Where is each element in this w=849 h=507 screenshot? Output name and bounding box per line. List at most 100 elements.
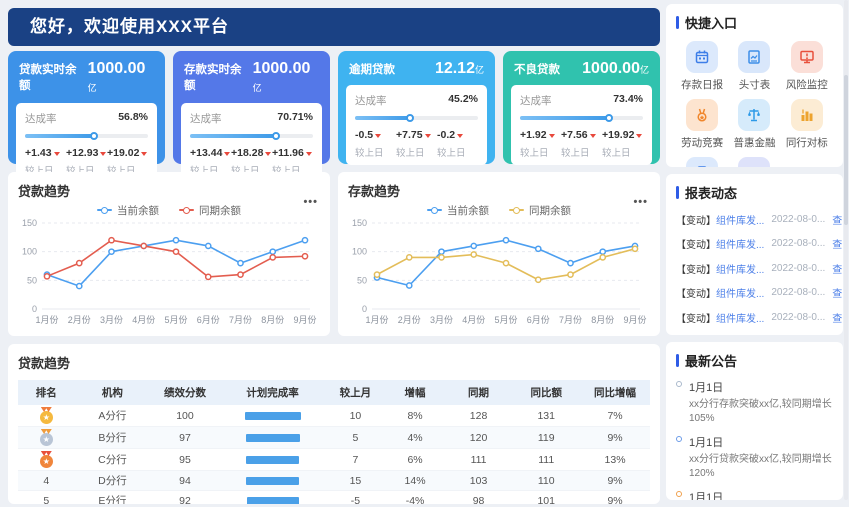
announcement-date: 1月1日 [689,437,724,449]
kpi-stats: +1.43较上日+12.93较上日+19.02较上日 [25,147,148,177]
quick-entry-label: 头寸表 [738,79,771,91]
risk-monitor-icon[interactable] [790,41,823,73]
medal-icon[interactable] [686,99,719,131]
cell-yoy-rate: 9% [580,490,650,504]
report-updates-panel: 报表动态 【变动】组件库发...2022-08-0...查..【变动】组件库发.… [666,174,843,335]
rate-value: 73.4% [613,93,643,105]
calendar-icon[interactable] [686,41,719,73]
svg-text:7月份: 7月份 [559,314,582,325]
legend-marker-icon [509,207,524,214]
kpi-stat: +19.02 较上日 [107,147,148,177]
kpi-title: 不良贷款 [514,64,560,76]
col-same-period: 同期 [444,380,513,405]
scale-icon[interactable] [738,99,771,131]
cell-yoy-amount: 101 [512,490,581,504]
stat-label: 较上日 [437,148,466,159]
cell-score: 92 [150,490,220,504]
plan-completion-bar [245,433,300,442]
cell-same-period: 103 [444,470,513,491]
report-link[interactable]: 组件库发... [716,334,764,335]
quick-entry-label: 风险监控 [785,79,828,91]
col-score: 绩效分数 [150,380,220,405]
report-link[interactable]: 组件库发... [716,240,765,251]
quick-entry-item[interactable]: 风险监控 [781,41,833,92]
quick-entry-item[interactable] [728,157,780,167]
report-link[interactable]: 组件库发... [716,264,765,276]
cell-plan-rate [219,426,326,449]
quick-entry-item[interactable]: 同行对标 [781,99,833,150]
view-link[interactable]: 查.. [832,264,843,276]
legend-item[interactable]: 同期余额 [509,203,571,217]
col-rank: 排名 [18,380,75,405]
ranking-table-card: 贷款趋势 排名 机构 绩效分数 计划完成率 较上月 增幅 同期 同比额 同比增幅… [8,344,660,504]
kpi-stat: +18.28 较上日 [231,147,272,177]
stat-delta: +1.43 [25,147,66,159]
svg-text:7月份: 7月份 [229,314,252,325]
delta-arrow-icon [265,152,272,156]
cell-yoy-amount: 111 [512,448,581,471]
cell-org: D分行 [74,470,151,491]
quick-entry-item[interactable] [676,157,728,167]
view-link[interactable]: 查.. [832,313,843,325]
report-link[interactable]: 组件库发... [716,289,765,300]
report-tag: 【变动】 [676,240,716,251]
cell-org: C分行 [74,448,151,471]
report-update-row: 【变动】组件库发... 2022-08-0... 查.. [676,212,843,227]
kpi-unit: 亿 [87,83,97,93]
cell-score: 94 [150,470,220,491]
quick-entry-item[interactable]: 存款日报 [676,41,728,92]
svg-text:5月份: 5月份 [164,314,187,325]
quick-entry-item[interactable]: 劳动竞赛 [676,99,728,150]
report-update-row: 【变动】组件库发... 2022-08-0... 查.. [676,310,843,325]
svg-text:6月份: 6月份 [527,314,550,325]
report-date: 2022-08-0... [771,213,826,225]
view-link[interactable]: 查.. [832,334,843,335]
rate-row: 达成率 70.71% [190,111,313,126]
cell-rank: 4 [18,470,75,491]
chart-title: 存款趋势 [348,184,401,199]
cell-growth: 14% [385,470,445,491]
col-mom: 较上月 [325,380,386,405]
col-yoy-rate: 同比增幅 [580,380,650,405]
delta-arrow-icon [424,134,431,138]
mobile-icon[interactable] [686,157,719,167]
quick-entry-label: 劳动竞赛 [681,137,724,149]
more-menu-icon[interactable]: ••• [633,196,648,208]
announcements-title: 最新公告 [676,351,833,370]
stat-label: 较上日 [520,148,549,159]
quick-entry-item[interactable]: 普惠金融 [728,99,780,150]
apps-grid-icon[interactable] [738,157,771,167]
scrollbar-thumb[interactable] [844,75,848,225]
position-sheet-icon[interactable] [738,41,771,73]
report-link[interactable]: 组件库发... [716,313,765,325]
kpi-stats: +1.92 较上日 +7.56 较上日 +19.92 较上日 [520,129,643,159]
more-menu-icon[interactable]: ••• [303,196,318,208]
view-link[interactable]: 查.. [832,215,843,227]
report-update-row: 【变动】组件库发... 2022-08-0... 查.. [676,261,843,276]
report-link[interactable]: 组件库发... [716,215,765,227]
welcome-banner: 您好，欢迎使用XXX平台 [8,8,660,46]
stat-delta: -0.2 [437,129,478,141]
announcement-text: xx分行存款突破xx亿,较同期增长105% [689,399,832,424]
rate-label: 达成率 [520,95,552,107]
kpi-value: 12.12亿 [434,60,484,77]
report-date: 2022-08-0... [771,238,826,249]
rate-row: 达成率 73.4% [520,93,643,108]
legend-item[interactable]: 当前余额 [427,203,489,217]
legend-item[interactable]: 同期余额 [179,203,241,217]
progress-thumb [89,132,98,140]
quick-entry-item[interactable]: 头寸表 [728,41,780,92]
svg-text:8月份: 8月份 [261,314,284,325]
table-row: ★ A分行 100 10 8% 128 131 7% [18,405,650,427]
cell-same-period: 98 [444,490,513,504]
view-link[interactable]: 查.. [832,240,843,251]
benchmark-icon[interactable] [790,99,823,131]
stat-label: 较上日 [561,148,590,159]
title-accent-bar [676,354,679,367]
svg-text:8月份: 8月份 [591,314,614,325]
scrollbar[interactable] [844,0,848,500]
legend-item[interactable]: 当前余额 [97,203,159,217]
kpi-stat: +19.92 较上日 [602,129,643,159]
svg-text:50: 50 [27,275,37,285]
view-link[interactable]: 查.. [832,289,843,300]
